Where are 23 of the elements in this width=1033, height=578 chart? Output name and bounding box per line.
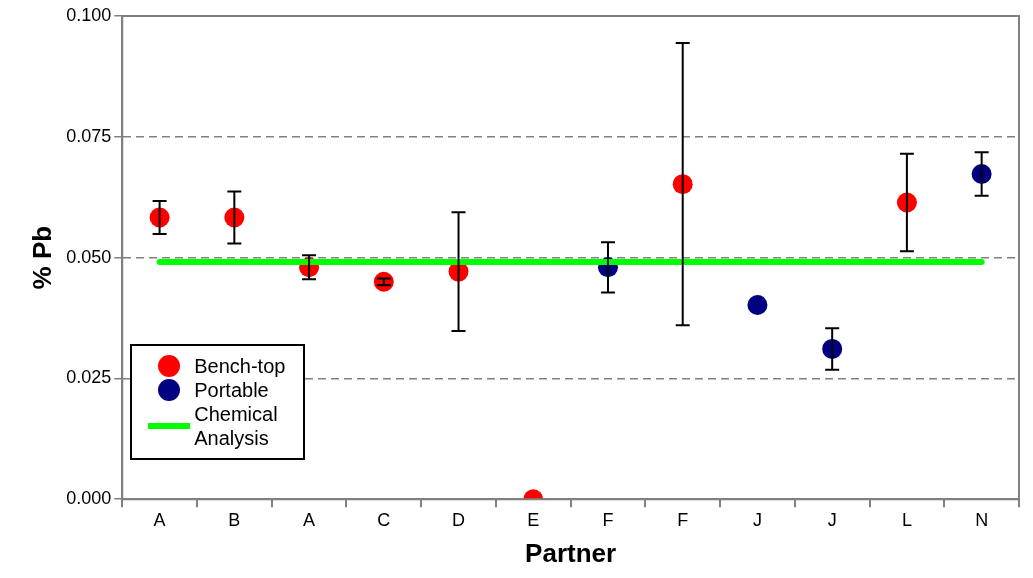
point (747, 294, 768, 315)
y-tick-label: 0.000 (66, 488, 112, 509)
x-tick-label: F (602, 509, 614, 530)
x-tick-label: D (452, 509, 466, 530)
x-tick-label: B (228, 509, 241, 530)
x-tick-label: N (975, 509, 989, 530)
y-tick-label: 0.050 (66, 246, 112, 267)
x-tick-label: J (827, 509, 837, 530)
x-tick-label: L (901, 509, 912, 530)
x-tick-label: F (677, 509, 689, 530)
x-tick-label: C (377, 509, 391, 530)
x-tick-label: J (752, 509, 762, 530)
x-axis-title: Partner (525, 537, 617, 568)
x-tick-label: E (527, 509, 540, 530)
y-tick-label: 0.075 (66, 125, 112, 146)
y-tick-label: 0.100 (66, 4, 112, 25)
legend-label: Chemical Analysis (194, 402, 279, 451)
legend-label: Bench-top (194, 354, 286, 379)
legend-label: Portable (194, 378, 269, 403)
y-tick-label: 0.025 (66, 367, 112, 388)
x-tick-label: A (303, 509, 316, 530)
y-axis-title: % Pb (26, 225, 57, 290)
x-tick-label: A (153, 509, 166, 530)
